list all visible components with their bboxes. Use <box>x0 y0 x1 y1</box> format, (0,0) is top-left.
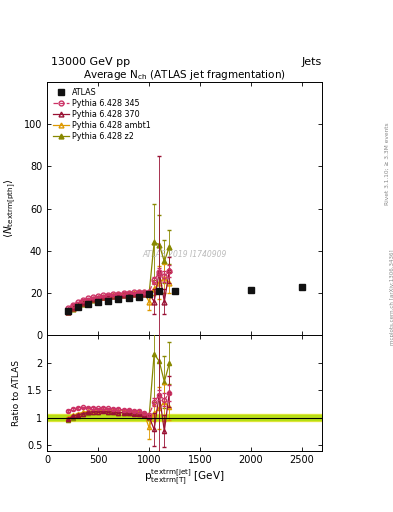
Text: ATLAS 2019 I1740909: ATLAS 2019 I1740909 <box>143 250 227 259</box>
Text: 13000 GeV pp: 13000 GeV pp <box>51 56 130 67</box>
Text: mcplots.cern.ch [arXiv:1306.3436]: mcplots.cern.ch [arXiv:1306.3436] <box>390 249 393 345</box>
Legend: ATLAS, Pythia 6.428 345, Pythia 6.428 370, Pythia 6.428 ambt1, Pythia 6.428 z2: ATLAS, Pythia 6.428 345, Pythia 6.428 37… <box>51 86 152 142</box>
Y-axis label: $\langle N_{\rm textrm[pth]}\rangle$: $\langle N_{\rm textrm[pth]}\rangle$ <box>2 179 18 239</box>
Y-axis label: Ratio to ATLAS: Ratio to ATLAS <box>12 360 21 426</box>
Text: Jets: Jets <box>302 56 322 67</box>
Title: Average N$_{\rm ch}$ (ATLAS jet fragmentation): Average N$_{\rm ch}$ (ATLAS jet fragment… <box>83 68 286 82</box>
Text: Rivet 3.1.10; ≥ 3.3M events: Rivet 3.1.10; ≥ 3.3M events <box>385 122 389 205</box>
X-axis label: p$_{\rm textrm[T]}^{\rm textrm[jet]}$ [GeV]: p$_{\rm textrm[T]}^{\rm textrm[jet]}$ [G… <box>144 468 225 488</box>
